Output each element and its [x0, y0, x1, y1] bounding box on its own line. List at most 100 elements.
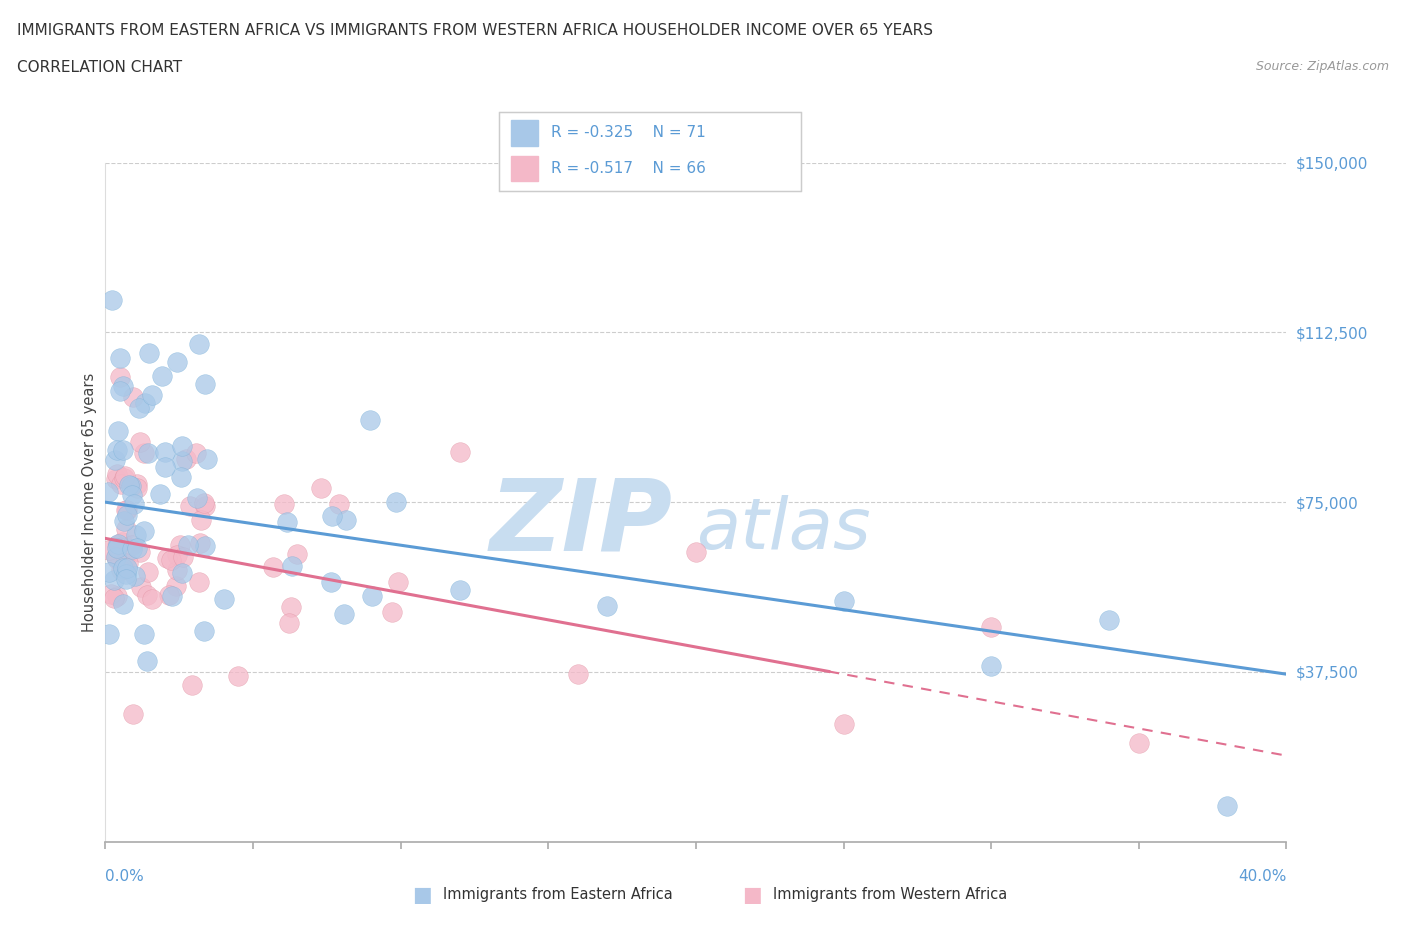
Point — [181, 677, 204, 692]
Point — [1098, 613, 1121, 628]
Text: R = -0.517    N = 66: R = -0.517 N = 66 — [551, 161, 706, 176]
Text: R = -0.325    N = 71: R = -0.325 N = 71 — [551, 126, 706, 140]
Point — [112, 379, 135, 393]
Point — [277, 616, 299, 631]
Point — [172, 438, 194, 453]
Point — [97, 485, 120, 499]
Point — [107, 423, 129, 438]
Point — [114, 513, 136, 528]
Point — [193, 623, 215, 638]
Point — [112, 470, 135, 485]
Point — [111, 560, 134, 575]
Point — [188, 536, 211, 551]
Point — [105, 538, 128, 552]
Point — [104, 453, 127, 468]
Y-axis label: Householder Income Over 65 years: Householder Income Over 65 years — [82, 373, 97, 631]
Point — [104, 472, 127, 486]
Point — [170, 470, 193, 485]
Point — [107, 537, 129, 551]
Point — [125, 540, 148, 555]
Point — [135, 654, 157, 669]
Point — [127, 481, 149, 496]
Point — [319, 575, 342, 590]
Point — [184, 445, 207, 460]
Point — [136, 445, 159, 460]
Point — [129, 544, 152, 559]
Point — [188, 337, 211, 352]
Point — [134, 626, 156, 641]
Point — [105, 589, 128, 604]
Point — [125, 527, 148, 542]
Bar — [512, 156, 538, 181]
Text: ■: ■ — [412, 884, 432, 905]
Point — [166, 547, 188, 562]
Point — [136, 565, 159, 579]
Point — [105, 443, 128, 458]
Point — [127, 476, 149, 491]
Point — [97, 565, 120, 579]
Point — [449, 445, 471, 459]
Point — [321, 508, 343, 523]
Point — [166, 563, 188, 578]
Point — [186, 490, 208, 505]
Point — [138, 345, 160, 360]
Point — [134, 395, 156, 410]
Point — [169, 538, 191, 553]
Point — [103, 591, 125, 605]
Point — [114, 562, 136, 577]
Point — [188, 575, 211, 590]
Point — [103, 573, 125, 588]
Point — [1216, 799, 1239, 814]
Point — [134, 524, 156, 538]
Point — [212, 591, 235, 606]
Point — [97, 627, 120, 642]
Point — [226, 669, 249, 684]
Point — [122, 706, 145, 721]
Point — [194, 539, 217, 554]
Point — [328, 496, 350, 511]
Point — [179, 498, 201, 513]
Point — [276, 514, 298, 529]
Point — [281, 559, 304, 574]
Point — [832, 593, 855, 608]
Point — [980, 619, 1002, 634]
Point — [121, 542, 143, 557]
Point — [172, 565, 194, 580]
Point — [195, 452, 218, 467]
Text: CORRELATION CHART: CORRELATION CHART — [17, 60, 181, 75]
Point — [100, 586, 122, 601]
Point — [117, 503, 139, 518]
Point — [129, 580, 152, 595]
Point — [449, 583, 471, 598]
Point — [114, 469, 136, 484]
Point — [157, 588, 180, 603]
Point — [273, 497, 295, 512]
Point — [105, 550, 128, 565]
Point — [110, 563, 132, 578]
Text: Source: ZipAtlas.com: Source: ZipAtlas.com — [1256, 60, 1389, 73]
Point — [111, 535, 134, 550]
Point — [108, 350, 131, 365]
Point — [105, 467, 128, 482]
Text: 40.0%: 40.0% — [1239, 869, 1286, 883]
Point — [280, 599, 302, 614]
Point — [166, 354, 188, 369]
Point — [193, 496, 215, 511]
Point — [121, 487, 143, 502]
Point — [98, 542, 121, 557]
Point — [111, 596, 134, 611]
Point — [387, 575, 409, 590]
Point — [115, 566, 138, 581]
Point — [194, 377, 217, 392]
Point — [685, 545, 707, 560]
Point — [832, 716, 855, 731]
Point — [115, 560, 138, 575]
Point — [114, 502, 136, 517]
Bar — [512, 120, 538, 146]
Text: Immigrants from Eastern Africa: Immigrants from Eastern Africa — [443, 887, 672, 902]
Point — [115, 507, 138, 522]
Point — [149, 486, 172, 501]
Point — [335, 512, 357, 527]
Point — [120, 478, 142, 493]
Point — [160, 553, 183, 568]
